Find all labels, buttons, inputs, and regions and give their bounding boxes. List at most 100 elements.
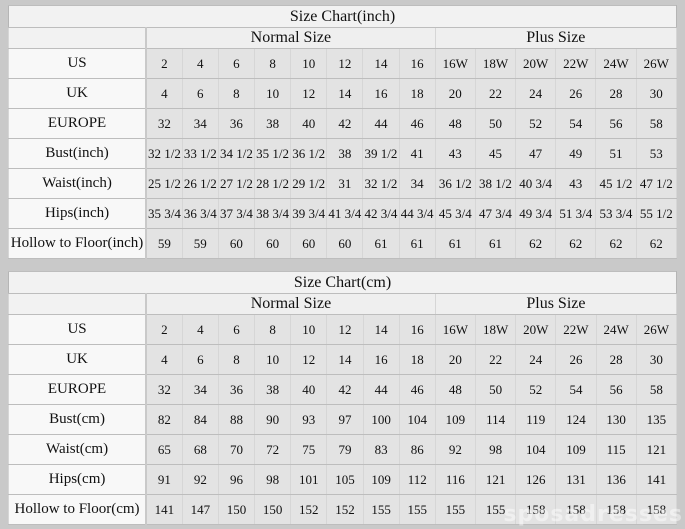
column-group-plus-size: Plus Size xyxy=(434,27,678,49)
table-cell: 158 xyxy=(515,494,557,525)
table-cell: 101 xyxy=(290,464,328,495)
table-cell: 93 xyxy=(290,404,328,435)
table-row: Waist(cm) 65 68 70 72 75 79 83 86 92 98 104 109 115 12… xyxy=(8,434,678,465)
table-cell: 36 xyxy=(217,374,256,405)
table-cell: 49 3/4 xyxy=(515,198,557,229)
table-cell: 32 1/2 xyxy=(145,138,183,169)
table-cell: 6 xyxy=(217,48,256,79)
table-cell: 92 xyxy=(181,464,219,495)
row-label: US xyxy=(8,48,148,79)
table-cell: 52 xyxy=(515,108,557,139)
table-cell: 18 xyxy=(398,344,436,375)
table-cell: 96 xyxy=(217,464,256,495)
table-cell: 90 xyxy=(254,404,292,435)
table-cell: 20W xyxy=(515,48,557,79)
table-cell: 12 xyxy=(326,314,364,345)
table-cell: 92 xyxy=(434,434,477,465)
table-cell: 14 xyxy=(362,314,400,345)
table-cell: 45 3/4 xyxy=(434,198,476,229)
table-cell: 18W xyxy=(474,48,517,79)
table-cell: 27 1/2 xyxy=(217,168,256,199)
table-cell: 112 xyxy=(398,464,436,495)
table-cell: 43 xyxy=(434,138,476,169)
table-cell: 155 xyxy=(362,494,400,525)
table-cell: 131 xyxy=(555,464,597,495)
table-cell: 47 xyxy=(515,138,557,169)
table-cell: 10 xyxy=(290,48,328,79)
table-cell: 70 xyxy=(217,434,256,465)
table-cell: 61 xyxy=(434,228,476,259)
table-cell: 126 xyxy=(515,464,557,495)
table-cell: 28 xyxy=(595,344,637,375)
table-cell: 48 xyxy=(434,108,476,139)
table-cell: 91 xyxy=(145,464,183,495)
table-cell: 8 xyxy=(253,48,292,79)
table-cell: 84 xyxy=(181,404,219,435)
table-title: Size Chart(cm) xyxy=(8,271,677,294)
table-row: Bust(cm) 82 84 88 90 93 97 100 104 109 114 119 124 13… xyxy=(8,404,678,435)
table-cell: 35 1/2 xyxy=(253,138,292,169)
size-chart-cm-table: Size Chart(cm) Normal Size Plus Size US 2… xyxy=(8,271,678,525)
table-cell: 18 xyxy=(398,78,436,109)
table-cell: 20 xyxy=(434,78,476,109)
table-cell: 38 xyxy=(254,374,292,405)
table-cell: 36 xyxy=(217,108,256,139)
table-cell: 6 xyxy=(181,78,219,109)
table-cell: 98 xyxy=(254,464,292,495)
table-cell: 22 xyxy=(475,344,517,375)
table-cell: 51 xyxy=(595,138,637,169)
table-cell: 46 xyxy=(398,374,436,405)
table-cell: 155 xyxy=(398,494,436,525)
column-group-row: Normal Size Plus Size xyxy=(8,293,678,315)
table-cell: 98 xyxy=(475,434,517,465)
table-body: US 2 4 6 8 10 12 14 16 16W 18W 20W 22W 24W 26W UK 4 6 8 10 1… xyxy=(8,314,678,525)
table-cell: 43 xyxy=(555,168,597,199)
table-cell: 6 xyxy=(181,344,219,375)
table-cell: 109 xyxy=(555,434,597,465)
table-row: EUROPE 32 34 36 38 40 42 44 46 48 50 52 54 56 58 xyxy=(8,108,678,139)
table-row: UK 4 6 8 10 12 14 16 18 20 22 24 26 28 30 xyxy=(8,78,678,109)
table-cell: 4 xyxy=(145,344,183,375)
table-cell: 49 xyxy=(555,138,597,169)
table-cell: 56 xyxy=(595,374,637,405)
table-cell: 72 xyxy=(254,434,292,465)
table-cell: 40 xyxy=(290,374,328,405)
table-cell: 16 xyxy=(398,314,436,345)
table-row: Hollow to Floor(inch) 59 59 60 60 60 60 61 61 61 6… xyxy=(8,228,678,259)
table-cell: 38 xyxy=(326,138,364,169)
table-cell: 34 xyxy=(398,168,436,199)
size-chart-cm: Size Chart(cm) Normal Size Plus Size US 2… xyxy=(8,271,678,525)
column-group-normal-size: Normal Size xyxy=(145,293,436,315)
table-cell: 42 3/4 xyxy=(362,198,400,229)
table-cell: 30 xyxy=(635,78,678,109)
table-cell: 152 xyxy=(290,494,328,525)
table-cell: 104 xyxy=(398,404,436,435)
table-cell: 16 xyxy=(362,344,400,375)
table-cell: 58 xyxy=(635,374,678,405)
column-group-row: Normal Size Plus Size xyxy=(8,27,678,49)
table-cell: 152 xyxy=(326,494,364,525)
table-cell: 141 xyxy=(635,464,678,495)
column-group-plus-size: Plus Size xyxy=(434,293,678,315)
table-cell: 38 1/2 xyxy=(474,168,517,199)
row-label: Hips(cm) xyxy=(8,464,148,495)
table-cell: 32 xyxy=(145,374,183,405)
row-label: Waist(inch) xyxy=(8,168,148,199)
table-row: US 2 4 6 8 10 12 14 16 16W 18W 20W 22W 24W 26W xyxy=(8,48,678,79)
table-cell: 16 xyxy=(398,48,436,79)
table-cell: 20W xyxy=(515,314,557,345)
table-cell: 33 1/2 xyxy=(181,138,219,169)
table-cell: 135 xyxy=(635,404,678,435)
table-cell: 104 xyxy=(515,434,557,465)
table-cell: 47 1/2 xyxy=(635,168,678,199)
table-cell: 24 xyxy=(515,344,557,375)
row-label: EUROPE xyxy=(8,374,148,405)
row-label: UK xyxy=(8,78,148,109)
row-label: UK xyxy=(8,344,148,375)
table-cell: 65 xyxy=(145,434,183,465)
table-cell: 51 3/4 xyxy=(555,198,597,229)
table-cell: 26 xyxy=(555,344,597,375)
size-chart-inch-table: Size Chart(inch) Normal Size Plus Size U… xyxy=(8,5,678,259)
table-cell: 36 1/2 xyxy=(434,168,476,199)
table-cell: 20 xyxy=(434,344,477,375)
